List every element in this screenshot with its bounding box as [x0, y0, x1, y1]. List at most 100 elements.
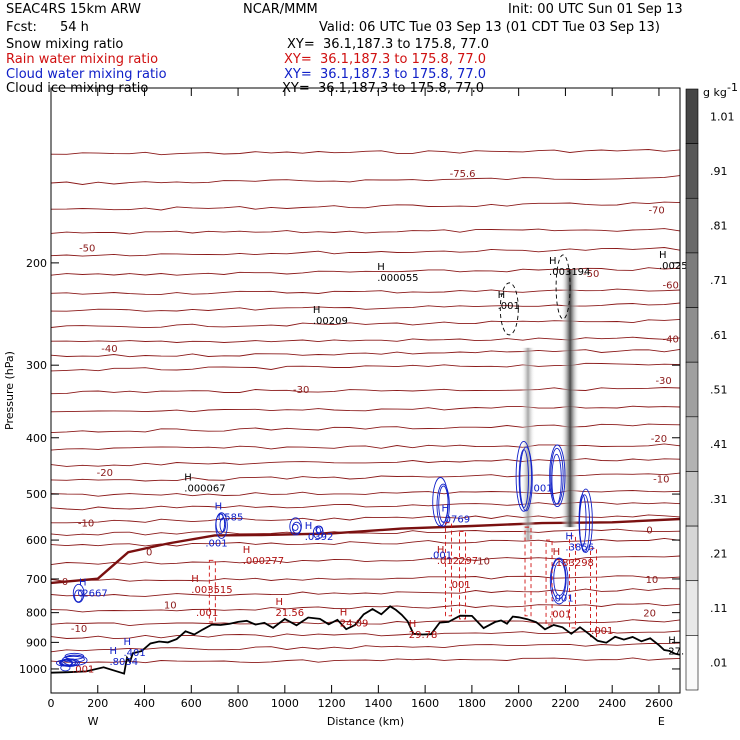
maximum-marker: H	[123, 637, 131, 648]
maximum-value: .2667	[79, 588, 108, 599]
cloud-water-contour	[515, 440, 532, 512]
colorbar-segment	[685, 635, 699, 691]
snow-contour	[499, 282, 519, 336]
x-tick-label: 600	[181, 697, 202, 710]
maximum-marker: H	[243, 545, 251, 556]
cloud-water-contour	[289, 517, 302, 536]
colorbar-label: .41	[710, 438, 728, 451]
colorbar-label: .31	[710, 493, 728, 506]
colorbar-segment	[685, 361, 699, 418]
temperature-isotherm	[50, 472, 681, 482]
plot-frame	[50, 87, 681, 694]
maximum-value: .0392	[305, 532, 334, 543]
xy-snow: XY= 36.1,187.3 to 175.8, 77.0	[287, 37, 490, 52]
x-tick-label: 800	[228, 697, 249, 710]
colorbar-segment	[685, 580, 699, 636]
contour-label: .001	[551, 593, 573, 604]
contour-label: .001	[205, 538, 227, 549]
x-tick-label: 1400	[364, 697, 392, 710]
y-tick-label: 1000	[19, 663, 47, 676]
colorbar-segment	[685, 525, 699, 582]
cloud-water-contour	[59, 659, 74, 667]
colorbar-segment	[685, 416, 699, 472]
contour-label: .001	[591, 626, 613, 637]
xy-rain: XY= 36.1,187.3 to 175.8, 77.0	[284, 52, 487, 67]
temperature-label: 20	[643, 609, 656, 620]
contour-label: .001	[449, 580, 471, 591]
cloud-water-contour	[62, 655, 85, 663]
temperature-isotherm	[50, 302, 681, 312]
rain-water-contour	[459, 531, 466, 620]
maximum-value: .000055	[377, 273, 418, 284]
maximum-value: .00257	[659, 261, 694, 272]
maximum-marker: H	[377, 262, 385, 273]
maximum-value: .000067	[184, 484, 225, 495]
temperature-label: -40	[101, 344, 117, 355]
colorbar-segment	[685, 307, 699, 363]
terrain-profile	[50, 605, 681, 675]
cloud-water-contour	[549, 557, 569, 605]
maximum-marker: H	[659, 250, 667, 261]
init-time: Init: 00 UTC Sun 01 Sep 13	[508, 2, 683, 17]
temperature-isotherm	[50, 642, 681, 653]
field-snow-name: Snow mixing ratio	[6, 37, 124, 52]
cloud-water-contour	[553, 561, 566, 596]
colorbar-label: .01	[710, 657, 728, 670]
temperature-isotherm	[50, 588, 681, 597]
temperature-isotherm	[50, 149, 681, 156]
temperature-label: -40	[662, 335, 678, 346]
model-title: SEAC4RS 15km ARW	[6, 2, 142, 17]
temperature-label: -30	[655, 376, 671, 387]
temperature-label: -70	[648, 206, 664, 217]
temperature-isotherm	[50, 348, 681, 358]
temperature-isotherm	[50, 657, 681, 664]
maximum-value: .0769	[441, 515, 470, 526]
maximum-value: .183298	[553, 558, 594, 569]
temperature-isotherm	[50, 603, 681, 613]
fcst-value: 54 h	[60, 20, 89, 35]
maximum-marker: H	[184, 473, 192, 484]
maximum-value: .3856	[565, 542, 594, 553]
rain-water-contour	[445, 522, 452, 617]
field-cloudwater-name: Cloud water mixing ratio	[6, 67, 167, 82]
temperature-label: 0	[146, 548, 152, 559]
colorbar-unit-exp: -1	[727, 81, 738, 94]
temperature-label: -60	[662, 281, 678, 292]
temperature-label: -10	[71, 624, 87, 635]
cloud-water-contour	[519, 446, 533, 512]
x-axis-label: Distance (km)	[327, 715, 404, 728]
contour-label: .001	[549, 609, 571, 620]
maximum-marker: H	[191, 574, 199, 585]
x-tick-label: 1800	[458, 697, 486, 710]
temperature-isotherm	[50, 247, 681, 257]
temperature-isotherm	[50, 267, 681, 276]
temperature-label: -75.6	[450, 169, 476, 180]
colorbar-label: .51	[710, 384, 728, 397]
temperature-isotherm	[50, 575, 681, 582]
maximum-marker: H	[498, 290, 506, 301]
temperature-isotherm	[50, 201, 681, 211]
maximum-value: .8034	[109, 657, 138, 668]
colorbar-unit: g kg	[703, 86, 727, 99]
temperature-isotherm	[50, 362, 681, 372]
cloud-water-contour	[551, 453, 562, 505]
temperature-label: 10	[164, 601, 177, 612]
maximum-value: 24.09	[340, 618, 369, 629]
temperature-isotherm	[50, 458, 681, 467]
y-tick-label: 200	[26, 257, 47, 270]
cloud-water-contour	[78, 589, 84, 597]
east-label: E	[658, 715, 665, 728]
maximum-value: .003515	[191, 585, 232, 596]
maximum-marker: H	[565, 531, 573, 542]
west-label: W	[88, 715, 99, 728]
maximum-marker: H	[553, 547, 561, 558]
x-tick-label: 200	[87, 697, 108, 710]
rain-water-contour	[590, 547, 597, 638]
x-tick-label: 2600	[645, 697, 673, 710]
temperature-isotherm	[50, 318, 681, 329]
freezing-level-contour	[50, 517, 681, 585]
temperature-label: 0	[62, 577, 68, 588]
rain-water-contour	[568, 535, 576, 629]
field-rain-name: Rain water mixing ratio	[6, 52, 159, 67]
colorbar-label: .61	[710, 329, 728, 342]
